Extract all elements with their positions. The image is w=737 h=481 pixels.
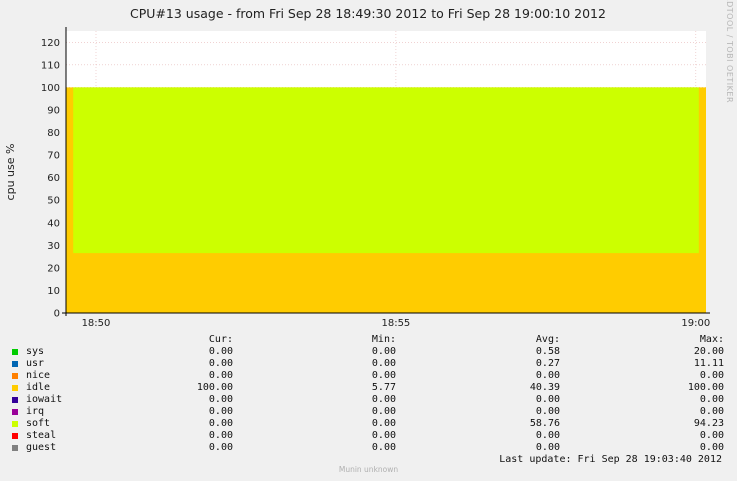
legend-avg: 40.39 [529,382,560,393]
legend-avg: 0.58 [535,346,560,357]
legend-cur: 0.00 [208,346,233,357]
legend-min: 0.00 [371,370,396,381]
legend-avg: 0.00 [535,370,560,381]
legend-max: 94.23 [693,418,724,429]
x-tick-label: 18:55 [381,318,410,329]
legend-max: 0.00 [699,370,724,381]
legend-cur: 0.00 [208,406,233,417]
legend-header-max: Max: [699,334,724,345]
legend-swatch-usr [12,361,18,367]
legend-cur: 0.00 [208,370,233,381]
legend-avg: 58.76 [529,418,560,429]
y-tick-label: 100 [41,83,60,94]
legend-header-min: Min: [371,334,396,345]
legend-name: iowait [26,394,63,405]
legend-row-soft: soft 0.00 0.00 58.76 94.23 [12,418,730,430]
legend-max: 0.00 [699,442,724,453]
legend-min: 0.00 [371,442,396,453]
legend-table: Cur: Min: Avg: Max: sys 0.00 0.00 0.58 2… [12,334,730,466]
legend-min: 0.00 [371,418,396,429]
legend-header-cur: Cur: [208,334,233,345]
legend-swatch-steal [12,433,18,439]
legend-row-nice: nice 0.00 0.00 0.00 0.00 [12,370,730,382]
y-tick-label: 80 [47,128,60,139]
series-areas [66,87,706,314]
legend-cur: 0.00 [208,418,233,429]
legend-avg: 0.00 [535,394,560,405]
legend-row-irq: irq 0.00 0.00 0.00 0.00 [12,406,730,418]
legend-swatch-guest [12,445,18,451]
legend-name: usr [26,358,45,369]
legend-min: 0.00 [371,394,396,405]
y-tick-label: 120 [41,38,60,49]
legend-name: irq [26,406,45,417]
legend-min: 0.00 [371,430,396,441]
y-tick-label: 10 [47,286,60,297]
x-tick-label: 18:50 [82,318,111,329]
footer-host-label: Munin unknown [338,465,399,474]
legend-avg: 0.27 [535,358,560,369]
chart-title: CPU#13 usage - from Fri Sep 28 18:49:30 … [130,6,606,21]
legend-swatch-iowait [12,397,18,403]
legend-name: steal [26,430,57,441]
legend-row-iowait: iowait 0.00 0.00 0.00 0.00 [12,394,730,406]
legend-cur: 0.00 [208,430,233,441]
legend-min: 0.00 [371,406,396,417]
legend-cur: 100.00 [196,382,233,393]
legend-swatch-soft [12,421,18,427]
legend-max: 0.00 [699,406,724,417]
axes [62,27,710,316]
y-tick-label: 70 [47,151,60,162]
x-tick-labels: 18:50 18:55 19:00 [82,318,711,329]
y-tick-label: 50 [47,196,60,207]
y-tick-label: 60 [47,173,60,184]
legend-avg: 0.00 [535,406,560,417]
legend-max: 11.11 [693,358,724,369]
legend-name: soft [26,418,51,429]
legend-cur: 0.00 [208,394,233,405]
legend-row-usr: usr 0.00 0.00 0.27 11.11 [12,358,730,370]
y-tick-label: 20 [47,263,60,274]
legend-max: 100.00 [687,382,724,393]
legend-swatch-idle [12,385,18,391]
series-soft [73,87,699,254]
y-tick-label: 0 [54,309,60,320]
legend-min: 0.00 [371,346,396,357]
last-update: Last update: Fri Sep 28 19:03:40 2012 [499,454,722,465]
legend-avg: 0.00 [535,442,560,453]
legend-row-idle: idle 100.00 5.77 40.39 100.00 [12,382,730,394]
legend-row-sys: sys 0.00 0.00 0.58 20.00 [12,346,730,358]
legend-cur: 0.00 [208,358,233,369]
rrdtool-watermark: RRDTOOL / TOBI OETIKER [725,0,734,103]
legend-row-steal: steal 0.00 0.00 0.00 0.00 [12,430,730,442]
legend-avg: 0.00 [535,430,560,441]
y-tick-labels: 0 10 20 30 40 50 60 70 80 90 100 110 120 [41,38,60,320]
legend-cur: 0.00 [208,442,233,453]
y-axis-label: cpu use % [4,144,17,201]
legend-name: sys [26,346,45,357]
legend-name: nice [26,370,51,381]
y-tick-label: 110 [41,60,60,71]
x-tick-label: 19:00 [681,318,710,329]
legend-min: 5.77 [371,382,396,393]
legend-row-guest: guest 0.00 0.00 0.00 0.00 [12,442,730,454]
legend-name: guest [26,442,57,453]
legend-name: idle [26,382,51,393]
legend-min: 0.00 [371,358,396,369]
legend-header: Cur: Min: Avg: Max: [12,334,730,346]
legend-swatch-nice [12,373,18,379]
y-tick-label: 90 [47,105,60,116]
legend-swatch-sys [12,349,18,355]
y-tick-label: 30 [47,241,60,252]
legend-header-avg: Avg: [535,334,560,345]
legend-max: 0.00 [699,394,724,405]
legend-swatch-irq [12,409,18,415]
y-tick-label: 40 [47,218,60,229]
legend-max: 0.00 [699,430,724,441]
legend-max: 20.00 [693,346,724,357]
